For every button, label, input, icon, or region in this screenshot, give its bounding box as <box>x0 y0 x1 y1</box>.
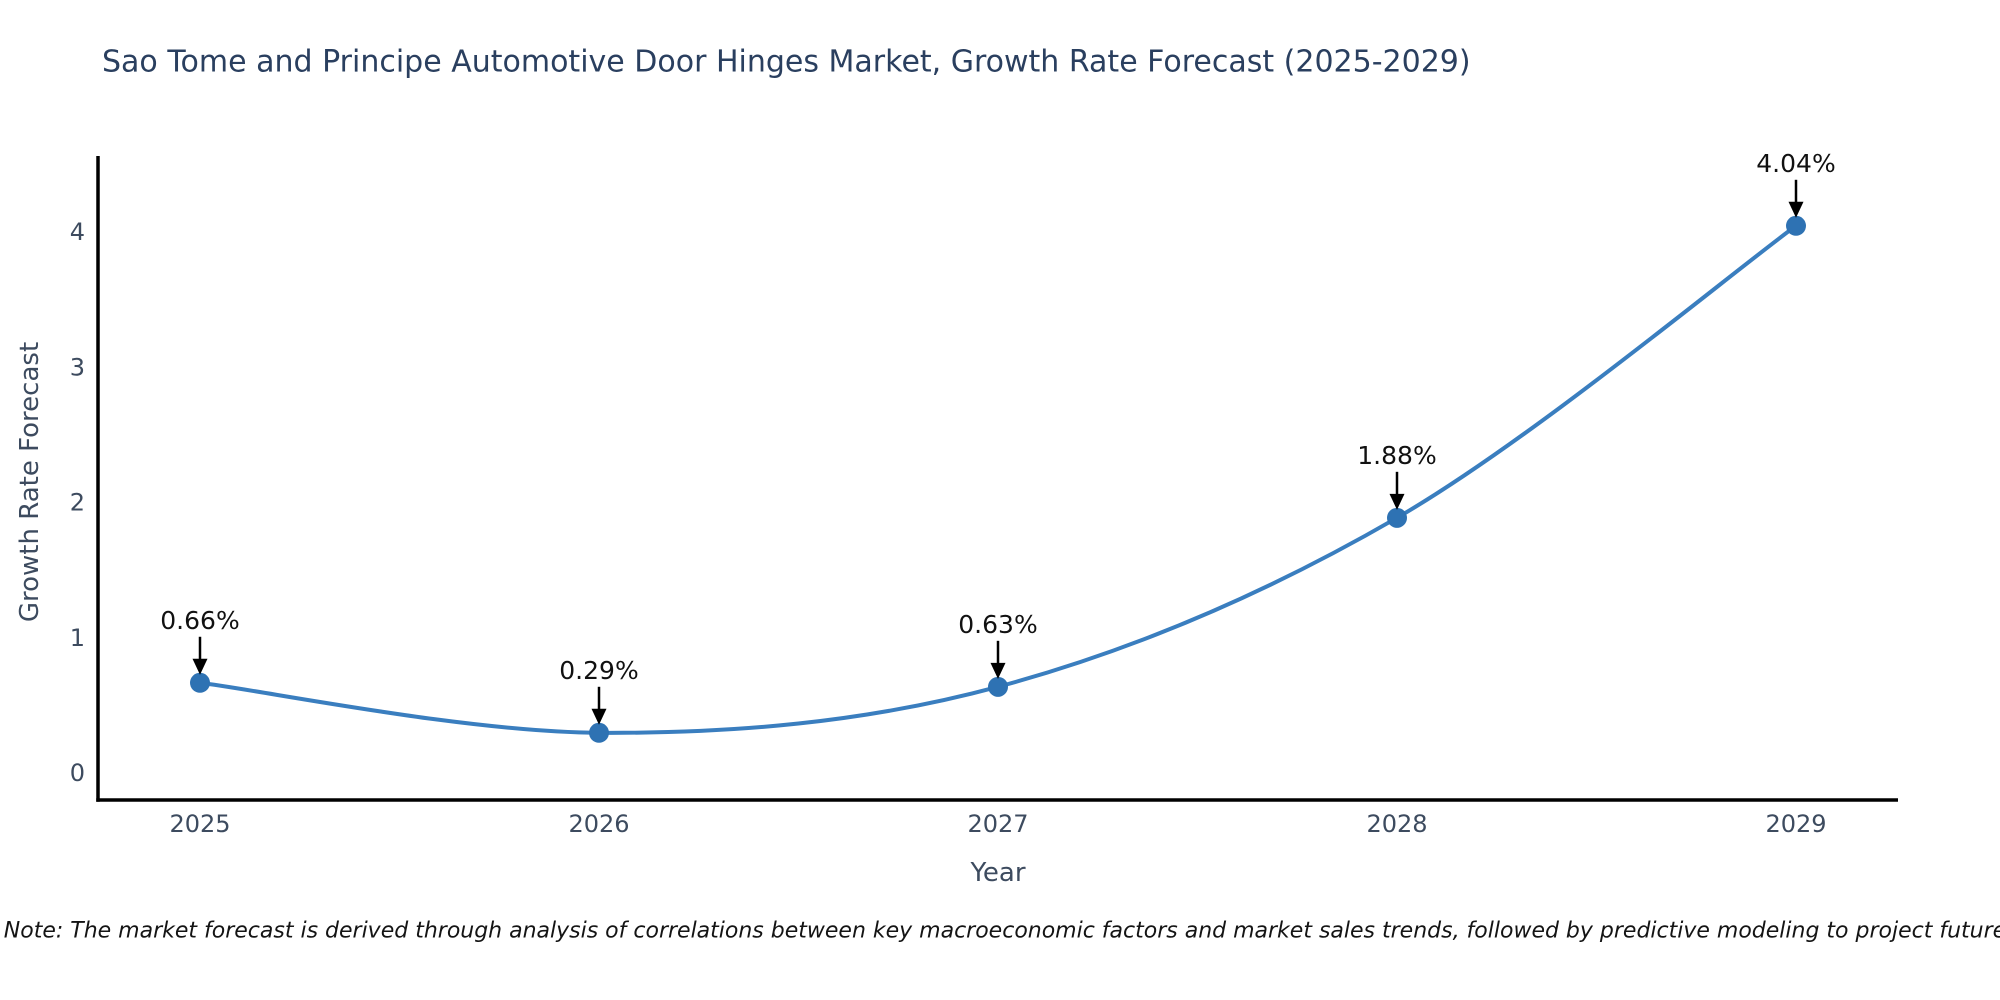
y-tick-label: 4 <box>70 218 85 246</box>
annotation-arrowhead-icon <box>990 662 1006 679</box>
x-axis-label: Year <box>970 858 1026 888</box>
annotation-arrowhead-icon <box>192 658 208 675</box>
x-tick-label: 2028 <box>1366 810 1427 838</box>
data-point-label: 0.63% <box>958 610 1037 639</box>
data-point-marker <box>1387 507 1407 528</box>
y-tick-label: 3 <box>70 353 85 381</box>
data-point-label: 0.66% <box>160 606 239 635</box>
data-point-marker <box>589 722 609 743</box>
data-point-marker <box>988 676 1008 697</box>
x-tick-label: 2025 <box>169 810 230 838</box>
x-tick-label: 2029 <box>1765 810 1826 838</box>
data-point-label: 0.29% <box>559 656 638 685</box>
y-tick-label: 1 <box>70 624 85 652</box>
y-axis-label: Growth Rate Forecast <box>15 341 45 623</box>
x-tick-label: 2027 <box>967 810 1028 838</box>
data-point-marker <box>190 672 210 693</box>
data-point-label: 4.04% <box>1756 149 1835 178</box>
data-point-marker <box>1786 215 1806 236</box>
chart-title: Sao Tome and Principe Automotive Door Hi… <box>102 44 1471 80</box>
y-tick-label: 0 <box>70 759 85 787</box>
footnote: Note: The market forecast is derived thr… <box>3 918 2000 944</box>
annotation-arrowhead-icon <box>1788 201 1804 218</box>
annotation-arrowhead-icon <box>1389 493 1405 510</box>
data-point-label: 1.88% <box>1357 441 1436 470</box>
annotation-arrowhead-icon <box>591 708 607 725</box>
y-tick-label: 2 <box>70 489 85 517</box>
x-tick-label: 2026 <box>568 810 629 838</box>
